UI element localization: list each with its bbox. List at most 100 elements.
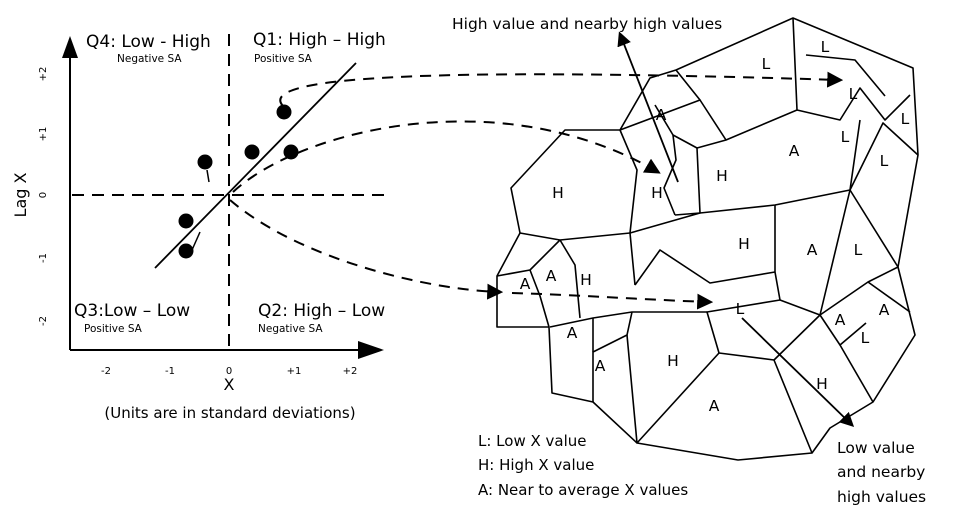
region-edge: [636, 352, 720, 444]
data-point: [178, 213, 194, 229]
x-tick-label: -1: [165, 366, 175, 377]
legend-item-average: A: Near to average X values: [478, 481, 688, 499]
region-label: A: [567, 324, 578, 342]
data-point: [244, 144, 260, 160]
region-edge: [796, 87, 911, 121]
region-label: H: [667, 352, 679, 370]
region-label: L: [841, 128, 850, 146]
region-label: H: [716, 167, 728, 185]
legend-item-low: L: Low X value: [478, 432, 587, 450]
region-label: H: [552, 184, 564, 202]
quadrant-q3-sub: Positive SA: [84, 323, 143, 335]
quadrant-q4-title: Q4: Low - High: [86, 32, 211, 52]
region-label: L: [849, 85, 858, 103]
x-axis-arrowhead: [358, 341, 384, 359]
units-note: (Units are in standard deviations): [104, 404, 355, 422]
y-tick-label: -1: [38, 253, 49, 263]
region-edge: [592, 311, 633, 402]
y-tick-label: -2: [38, 316, 49, 326]
region-edge: [839, 344, 874, 403]
scatter-plot: -2 -1 0 +1 +2 +2 +1 0 -1 -2 X Lag X Q4: …: [11, 30, 388, 422]
region-edge: [629, 212, 701, 234]
region-label: H: [738, 235, 750, 253]
region-label: L: [861, 329, 870, 347]
annotation-low-high-line-2: and nearby: [837, 463, 925, 481]
region-label: A: [520, 275, 531, 293]
region-edge: [849, 189, 899, 268]
y-axis-arrowhead: [62, 36, 78, 58]
quadrant-q2-title: Q2: High – Low: [258, 301, 385, 321]
region-edge: [849, 122, 919, 191]
region-edge: [706, 299, 781, 361]
region-edge: [619, 129, 638, 234]
region-edge: [519, 232, 631, 241]
x-tick-label: +2: [343, 366, 358, 377]
region-label: L: [854, 241, 863, 259]
curved-arrow-to-low-value: [229, 199, 504, 300]
data-point: [276, 104, 292, 120]
region-label: L: [736, 300, 745, 318]
region-edge: [626, 334, 638, 444]
annotation-low-high-line-3: high values: [837, 488, 926, 506]
data-point: [178, 243, 194, 259]
region-edge: [529, 269, 550, 328]
quadrant-q1-title: Q1: High – High: [253, 30, 386, 50]
curved-arrow-to-high-high: [279, 71, 844, 107]
low-value-pointer-arrow: [741, 317, 855, 428]
data-points: [178, 104, 299, 259]
region-label: A: [595, 357, 606, 375]
connector-arrows: [229, 71, 844, 310]
data-point: [283, 144, 299, 160]
x-tick-label: -2: [101, 366, 111, 377]
region-label: H: [580, 271, 592, 289]
region-label: A: [789, 142, 800, 160]
y-axis-label: Lag X: [11, 173, 30, 218]
region-edge: [663, 134, 677, 216]
region-label: L: [821, 38, 830, 56]
regression-line: [154, 62, 357, 269]
region-edge: [774, 205, 781, 301]
region-label: A: [656, 106, 667, 124]
legend-item-high: H: High X value: [478, 456, 594, 474]
y-tick-label: +2: [38, 67, 49, 82]
y-tick-label: 0: [38, 192, 49, 198]
x-axis-label: X: [224, 375, 235, 394]
residual-stroke: [191, 231, 201, 251]
annotation-arrows: [617, 31, 855, 428]
x-tick-label: +1: [287, 366, 302, 377]
quadrant-q3-title: Q3:Low – Low: [74, 301, 190, 321]
quadrant-q1-sub: Positive SA: [254, 53, 313, 65]
region-label: A: [807, 241, 818, 259]
region-label: L: [880, 152, 889, 170]
region-label: A: [879, 301, 890, 319]
region-label: A: [709, 397, 720, 415]
x-tick-label: 0: [226, 366, 232, 377]
region-edge: [549, 311, 707, 328]
region-map: [496, 17, 919, 461]
region-edge: [805, 54, 886, 97]
region-label: A: [546, 267, 557, 285]
y-tick-label: +1: [38, 127, 49, 142]
annotation-high-high: High value and nearby high values: [452, 15, 722, 33]
region-label: A: [835, 311, 846, 329]
region-edge: [773, 314, 821, 454]
quadrant-q4-sub: Negative SA: [117, 53, 182, 65]
quadrant-q2-sub: Negative SA: [258, 323, 323, 335]
curved-arrow-to-low-high: [511, 292, 714, 310]
region-label: L: [762, 55, 771, 73]
region-edge: [634, 249, 776, 286]
annotation-low-high-line-1: Low value: [837, 439, 915, 457]
high-value-pointer-arrow: [617, 31, 679, 183]
curved-arrow-to-high-high-2: [232, 120, 661, 193]
data-point: [197, 154, 213, 170]
region-edge: [559, 239, 581, 319]
region-label: H: [651, 184, 663, 202]
residual-stroke: [206, 169, 210, 183]
region-edge: [629, 232, 636, 286]
region-labels: L L A L L A L L H H H H A L A A H L A A …: [520, 38, 910, 415]
region-label: L: [901, 110, 910, 128]
region-edge: [867, 281, 911, 313]
region-label: H: [816, 375, 828, 393]
map-legend: L: Low X value H: High X value A: Near t…: [478, 432, 688, 499]
